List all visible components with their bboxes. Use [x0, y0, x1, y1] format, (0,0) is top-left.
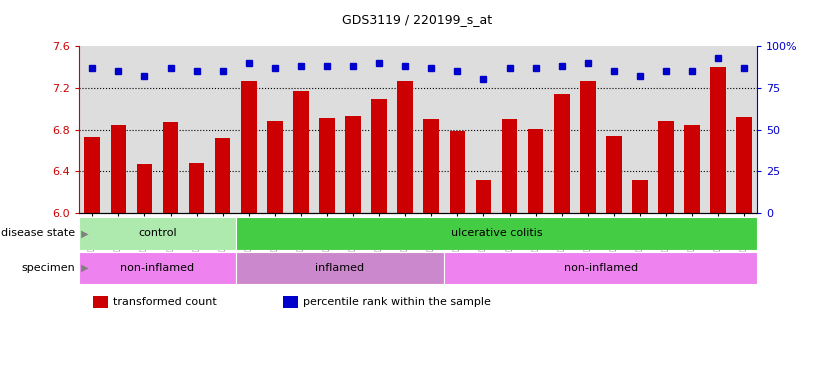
Bar — [163, 122, 178, 213]
Bar — [267, 121, 283, 213]
Bar — [241, 81, 257, 213]
Bar — [188, 163, 204, 213]
Text: inflamed: inflamed — [315, 263, 364, 273]
Text: ▶: ▶ — [78, 228, 88, 238]
Bar — [371, 99, 387, 213]
Bar — [79, 217, 236, 250]
Text: ▶: ▶ — [78, 263, 88, 273]
Text: percentile rank within the sample: percentile rank within the sample — [303, 297, 491, 307]
Text: non-inflamed: non-inflamed — [564, 263, 638, 273]
Bar — [554, 94, 570, 213]
Bar — [711, 67, 726, 213]
Bar — [528, 129, 544, 213]
Text: control: control — [138, 228, 177, 238]
Bar — [632, 180, 648, 213]
Bar — [445, 252, 757, 284]
Bar — [397, 81, 413, 213]
Bar — [580, 81, 595, 213]
Bar — [450, 131, 465, 213]
Bar — [215, 138, 230, 213]
Text: ulcerative colitis: ulcerative colitis — [450, 228, 542, 238]
Text: specimen: specimen — [22, 263, 75, 273]
Bar — [684, 126, 700, 213]
Bar — [345, 116, 361, 213]
Text: transformed count: transformed count — [113, 297, 217, 307]
Bar — [93, 296, 108, 308]
Bar — [502, 119, 517, 213]
Bar — [319, 118, 334, 213]
Bar — [236, 252, 445, 284]
Bar — [658, 121, 674, 213]
Bar — [236, 217, 757, 250]
Bar — [293, 91, 309, 213]
Bar — [137, 164, 153, 213]
Bar — [475, 180, 491, 213]
Bar — [424, 119, 440, 213]
Bar — [84, 137, 100, 213]
Bar — [111, 126, 126, 213]
Text: GDS3119 / 220199_s_at: GDS3119 / 220199_s_at — [342, 13, 492, 26]
Bar — [736, 117, 752, 213]
Bar — [283, 296, 298, 308]
Text: non-inflamed: non-inflamed — [120, 263, 194, 273]
Text: disease state: disease state — [1, 228, 75, 238]
Bar — [79, 252, 236, 284]
Bar — [606, 136, 621, 213]
